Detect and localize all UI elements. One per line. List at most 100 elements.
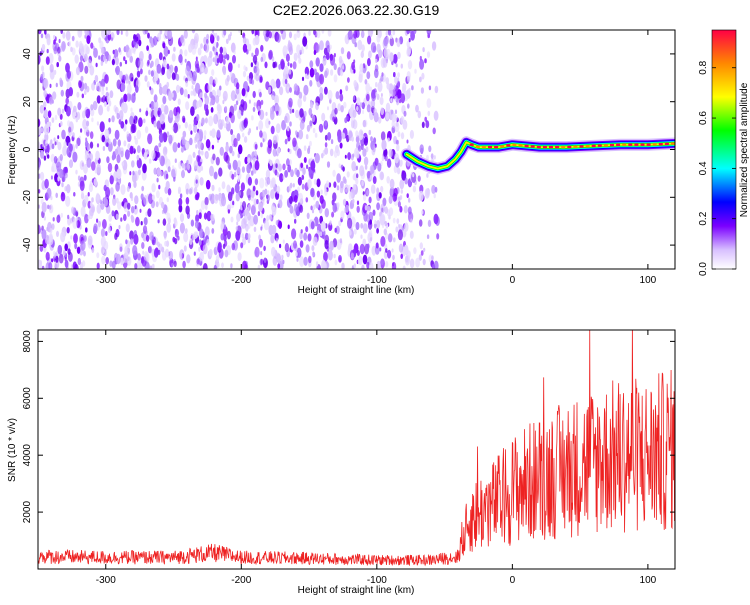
noise-speckle — [140, 221, 143, 226]
trace-peak-mark — [494, 145, 499, 149]
noise-speckle — [145, 211, 148, 217]
noise-speckle — [303, 145, 307, 151]
noise-speckle — [265, 176, 267, 181]
noise-speckle — [310, 160, 316, 171]
noise-speckle — [419, 76, 422, 83]
noise-speckle — [226, 54, 230, 61]
noise-speckle — [284, 242, 290, 253]
noise-speckle — [312, 128, 316, 134]
noise-speckle — [334, 227, 337, 233]
noise-speckle — [322, 234, 325, 240]
noise-speckle — [251, 115, 254, 121]
noise-speckle — [153, 106, 159, 118]
noise-speckle — [57, 141, 62, 151]
noise-speckle — [161, 246, 165, 253]
noise-speckle — [158, 52, 163, 61]
noise-speckle — [124, 149, 130, 160]
noise-speckle — [396, 38, 401, 48]
noise-speckle — [353, 263, 356, 269]
noise-speckle — [300, 229, 303, 234]
noise-speckle — [338, 255, 342, 263]
noise-speckle — [80, 75, 84, 82]
noise-speckle — [365, 146, 369, 153]
noise-speckle — [287, 224, 290, 230]
noise-speckle — [120, 82, 126, 92]
noise-speckle — [299, 108, 304, 118]
noise-speckle — [56, 214, 61, 223]
noise-speckle — [43, 216, 47, 221]
noise-speckle — [376, 187, 380, 194]
noise-speckle — [143, 251, 149, 261]
noise-speckle — [247, 43, 252, 52]
noise-speckle — [324, 188, 328, 196]
noise-speckle — [87, 59, 92, 69]
trace-peak-mark — [573, 145, 578, 148]
noise-speckle — [356, 173, 359, 179]
noise-speckle — [134, 195, 139, 205]
noise-speckle — [62, 32, 66, 39]
noise-speckle — [424, 58, 427, 64]
noise-speckle — [375, 82, 378, 88]
noise-speckle — [433, 110, 439, 121]
noise-speckle — [130, 123, 136, 134]
noise-speckle — [310, 205, 313, 211]
noise-speckle — [215, 254, 220, 263]
noise-speckle — [91, 161, 96, 171]
noise-speckle — [96, 262, 100, 269]
noise-speckle — [207, 55, 213, 67]
noise-speckle — [52, 91, 57, 100]
noise-speckle — [263, 245, 266, 252]
noise-speckle — [329, 148, 334, 157]
noise-speckle — [376, 219, 381, 229]
noise-speckle — [140, 193, 144, 201]
noise-speckle — [377, 162, 382, 172]
noise-speckle — [131, 160, 135, 168]
noise-speckle — [202, 244, 208, 255]
noise-speckle — [299, 120, 305, 131]
noise-speckle — [406, 30, 410, 35]
noise-speckle — [361, 44, 365, 52]
noise-speckle — [335, 144, 339, 154]
noise-speckle — [213, 171, 218, 180]
noise-speckle — [50, 139, 53, 145]
noise-speckle — [182, 130, 187, 138]
noise-speckle — [386, 82, 390, 90]
noise-speckle — [382, 57, 388, 68]
noise-speckle — [194, 138, 197, 144]
noise-speckle — [370, 30, 374, 35]
noise-speckle — [392, 192, 397, 202]
noise-speckle — [91, 117, 94, 123]
noise-speckle — [372, 144, 376, 153]
noise-speckle — [246, 163, 251, 174]
noise-speckle — [372, 209, 376, 216]
noise-speckle — [362, 193, 367, 202]
noise-speckle — [148, 69, 151, 76]
noise-speckle — [361, 102, 365, 110]
noise-speckle — [292, 108, 295, 113]
noise-speckle — [297, 97, 303, 108]
noise-speckle — [394, 109, 398, 115]
noise-speckle — [280, 60, 285, 70]
noise-speckle — [322, 57, 327, 66]
trace-peak-mark — [512, 143, 517, 147]
noise-speckle — [391, 248, 394, 253]
noise-speckle — [279, 194, 283, 201]
noise-speckle — [298, 57, 302, 64]
noise-speckle — [352, 119, 358, 130]
noise-speckle — [98, 55, 101, 60]
noise-speckle — [254, 150, 257, 157]
noise-speckle — [185, 205, 190, 215]
noise-speckle — [400, 63, 403, 69]
noise-speckle — [39, 244, 44, 252]
noise-speckle — [40, 33, 44, 39]
noise-speckle — [209, 101, 212, 106]
noise-speckle — [230, 90, 236, 102]
noise-speckle — [362, 148, 367, 157]
noise-speckle — [144, 30, 149, 35]
noise-speckle — [336, 202, 340, 209]
noise-speckle — [101, 30, 107, 39]
noise-speckle — [404, 222, 409, 232]
noise-speckle — [197, 47, 202, 56]
x-tick-label: -200 — [231, 575, 251, 586]
noise-speckle — [420, 250, 424, 256]
